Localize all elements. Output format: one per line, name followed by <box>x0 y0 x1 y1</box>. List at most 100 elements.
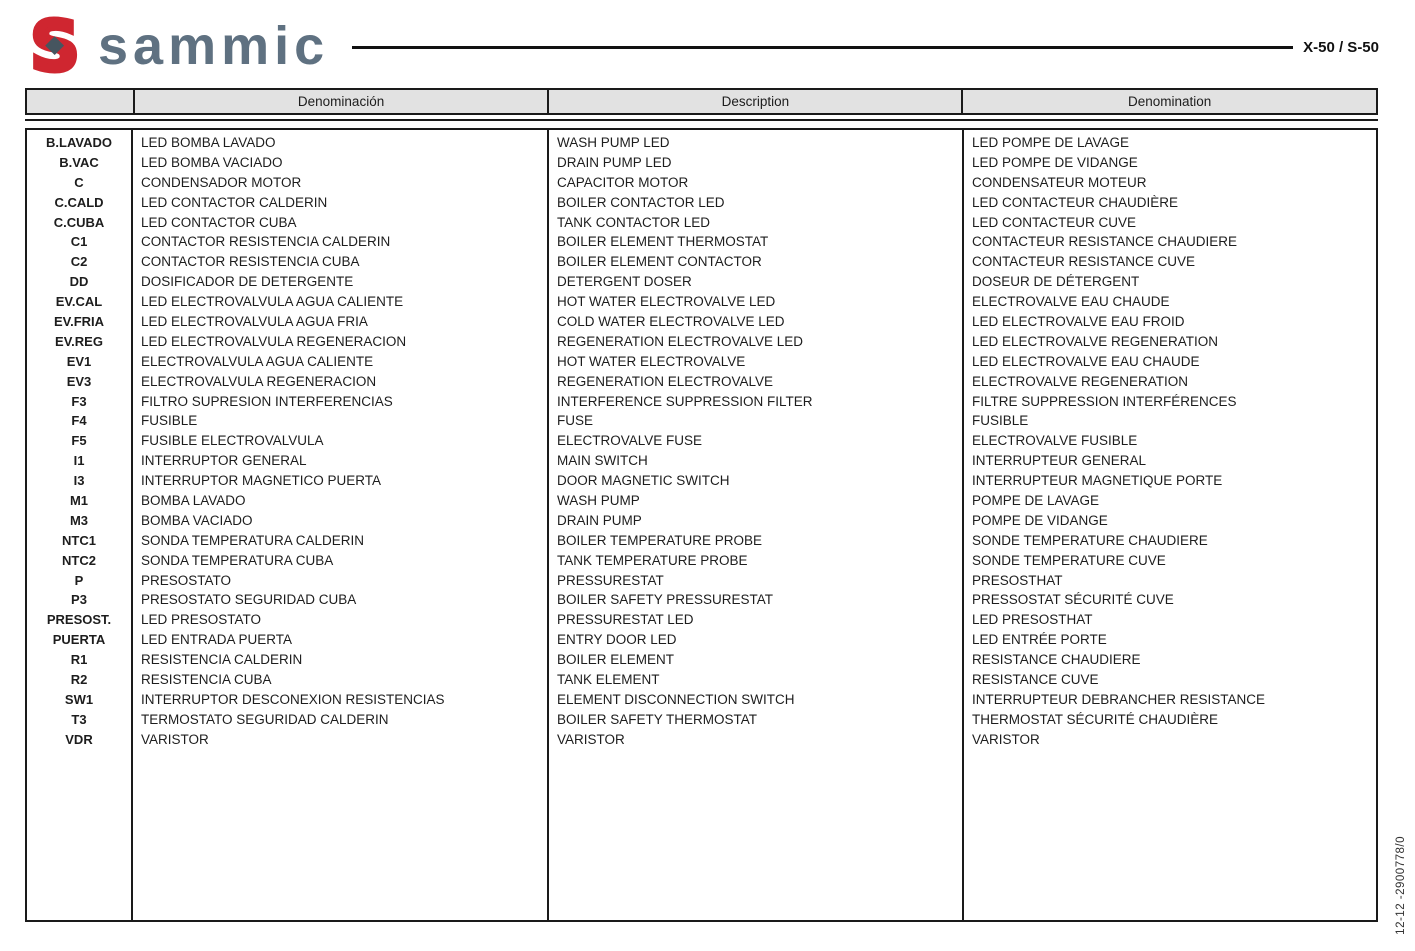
cell-fr: CONTACTEUR RESISTANCE CUVE <box>972 254 1196 270</box>
cell-fr: LED POMPE DE VIDANGE <box>972 154 1138 170</box>
table-row: C CONDENSADOR MOTOR CAPACITOR MOTOR CONDENS… <box>27 173 1376 193</box>
table-row: B.VAC LED BOMBA VACIADO DRAIN PUMP LED LED … <box>27 153 1376 173</box>
cell-es: INTERRUPTOR GENERAL <box>141 453 307 469</box>
cell-fr: RESISTANCE CUVE <box>972 672 1099 688</box>
cell-es: LED BOMBA LAVADO <box>141 135 276 150</box>
cell-es: LED ELECTROVALVULA AGUA CALIENTE <box>141 294 404 310</box>
brand-name: sammic <box>98 16 330 76</box>
cell-code: EV1 <box>66 353 92 369</box>
cell-fr: CONTACTEUR RESISTANCE CHAUDIERE <box>972 234 1238 250</box>
cell-fr: LED ELECTROVALVE EAU FROID <box>972 314 1185 330</box>
column-divider <box>962 130 964 920</box>
cell-en: HOT WATER ELECTROVALVE LED <box>557 294 776 310</box>
cell-es: ELECTROVALVULA AGUA CALIENTE <box>141 353 374 369</box>
header-cell-code <box>27 90 133 113</box>
cell-en: MAIN SWITCH <box>557 453 648 469</box>
table-header-row: Denominación Description Denomination <box>25 88 1378 115</box>
table-row: B.LAVADO LED BOMBA LAVADO WASH PUMP LED LED… <box>27 133 1376 153</box>
cell-es: LED BOMBA VACIADO <box>141 154 283 170</box>
table-row: R2 RESISTENCIA CUBA TANK ELEMENT RESISTANCE… <box>27 670 1376 690</box>
cell-en: PRESSURESTAT LED <box>557 612 694 628</box>
cell-fr: SONDE TEMPERATURE CHAUDIERE <box>972 532 1208 548</box>
cell-en: TANK TEMPERATURE PROBE <box>557 552 748 568</box>
cell-en: WASH PUMP LED <box>557 135 670 150</box>
cell-es: PRESOSTATO SEGURIDAD CUBA <box>141 592 357 608</box>
table-row: P PRESOSTATO PRESSURESTAT PRESOSTHAT <box>27 571 1376 591</box>
table-row: EV3 ELECTROVALVULA REGENERACION REGENERATI… <box>27 372 1376 392</box>
cell-code: SW1 <box>64 691 94 707</box>
cell-en: BOILER TEMPERATURE PROBE <box>557 532 763 548</box>
cell-fr: INTERRUPTEUR GENERAL <box>972 453 1147 469</box>
cell-en: ENTRY DOOR LED <box>557 632 677 648</box>
cell-fr: LED CONTACTEUR CUVE <box>972 214 1137 230</box>
cell-es: LED ELECTROVALVULA REGENERACION <box>141 333 407 349</box>
table-row: T3 TERMOSTATO SEGURIDAD CALDERIN BOILER SA… <box>27 710 1376 730</box>
cell-en: DETERGENT DOSER <box>557 274 692 290</box>
cell-es: RESISTENCIA CALDERIN <box>141 652 303 668</box>
cell-en: WASH PUMP <box>557 493 640 509</box>
table-row: NTC1 SONDA TEMPERATURA CALDERIN BOILER TEM… <box>27 531 1376 551</box>
cell-en: TANK CONTACTOR LED <box>557 214 711 230</box>
cell-en: ELEMENT DISCONNECTION SWITCH <box>557 691 795 707</box>
cell-code: EV.REG <box>55 333 103 349</box>
cell-es: LED PRESOSTATO <box>141 612 262 628</box>
table-row: NTC2 SONDA TEMPERATURA CUBA TANK TEMPERATU… <box>27 551 1376 571</box>
header-underline <box>25 119 1378 121</box>
column-divider <box>547 130 549 920</box>
cell-code: P <box>74 572 84 588</box>
cell-code: B.LAVADO <box>46 135 112 150</box>
cell-en: HOT WATER ELECTROVALVE <box>557 353 746 369</box>
table-row: PUERTA LED ENTRADA PUERTA ENTRY DOOR LED LE… <box>27 630 1376 650</box>
cell-es: DOSIFICADOR DE DETERGENTE <box>141 274 354 290</box>
cell-code: C1 <box>70 234 88 250</box>
brand-logo: S sammic <box>20 10 329 82</box>
cell-fr: PRESSOSTAT SÉCURITÉ CUVE <box>972 592 1174 608</box>
cell-en: DRAIN PUMP <box>557 512 642 528</box>
cell-code: I3 <box>73 473 85 489</box>
cell-fr: LED POMPE DE LAVAGE <box>972 135 1130 150</box>
table-row: C.CALD LED CONTACTOR CALDERIN BOILER CONTA… <box>27 193 1376 213</box>
cell-fr: ELECTROVALVE REGENERATION <box>972 373 1189 389</box>
cell-es: CONTACTOR RESISTENCIA CUBA <box>141 254 360 270</box>
cell-es: ELECTROVALVULA REGENERACION <box>141 373 377 389</box>
cell-fr: LED PRESOSTHAT <box>972 612 1093 628</box>
cell-es: VARISTOR <box>141 731 209 747</box>
cell-en: TANK ELEMENT <box>557 672 660 688</box>
cell-code: I1 <box>73 453 85 469</box>
cell-es: PRESOSTATO <box>141 572 232 588</box>
table-row: M3 BOMBA VACIADO DRAIN PUMP POMPE DE VIDANG… <box>27 511 1376 531</box>
cell-code: F4 <box>71 413 87 429</box>
cell-fr: FUSIBLE <box>972 413 1029 429</box>
cell-en: DOOR MAGNETIC SWITCH <box>557 473 730 489</box>
cell-es: FUSIBLE <box>141 413 198 429</box>
cell-es: SONDA TEMPERATURA CALDERIN <box>141 532 365 548</box>
cell-en: BOILER SAFETY PRESSURESTAT <box>557 592 774 608</box>
cell-fr: LED CONTACTEUR CHAUDIÈRE <box>972 194 1179 210</box>
cell-code: R2 <box>70 672 88 688</box>
cell-es: CONTACTOR RESISTENCIA CALDERIN <box>141 234 391 250</box>
cell-code: M1 <box>69 493 89 509</box>
cell-fr: INTERRUPTEUR DEBRANCHER RESISTANCE <box>972 691 1266 707</box>
table-row: EV.CAL LED ELECTROVALVULA AGUA CALIENTE HO… <box>27 292 1376 312</box>
cell-en: BOILER SAFETY THERMOSTAT <box>557 711 758 727</box>
cell-code: NTC2 <box>62 552 96 568</box>
table-row: PRESOST. LED PRESOSTATO PRESSURESTAT LED LE… <box>27 610 1376 630</box>
cell-en: DRAIN PUMP LED <box>557 154 672 170</box>
cell-code: F3 <box>71 393 87 409</box>
table-row: I1 INTERRUPTOR GENERAL MAIN SWITCH INTERRUP… <box>27 451 1376 471</box>
cell-code: VDR <box>65 731 93 747</box>
table-row: C.CUBA LED CONTACTOR CUBA TANK CONTACTOR L… <box>27 213 1376 233</box>
cell-en: ELECTROVALVE FUSE <box>557 433 703 449</box>
cell-code: T3 <box>71 711 87 727</box>
cell-fr: ELECTROVALVE EAU CHAUDE <box>972 294 1170 310</box>
table-body: B.LAVADO LED BOMBA LAVADO WASH PUMP LED LED… <box>25 128 1378 922</box>
sammic-s-icon: S <box>28 11 82 81</box>
cell-fr: ELECTROVALVE FUSIBLE <box>972 433 1138 449</box>
cell-code: NTC1 <box>62 532 96 548</box>
cell-en: BOILER CONTACTOR LED <box>557 194 725 210</box>
cell-code: EV3 <box>66 373 92 389</box>
cell-es: RESISTENCIA CUBA <box>141 672 272 688</box>
cell-code: C.CUBA <box>53 214 105 230</box>
cell-es: SONDA TEMPERATURA CUBA <box>141 552 334 568</box>
